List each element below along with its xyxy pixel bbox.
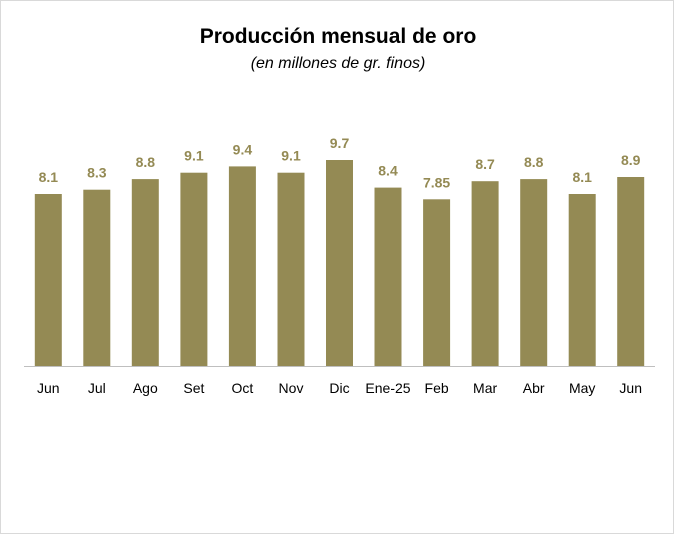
bar-1 xyxy=(83,189,111,366)
bar-4 xyxy=(228,166,256,366)
value-label-10: 8.8 xyxy=(524,154,544,170)
category-label-5: Nov xyxy=(279,380,304,396)
category-label-8: Feb xyxy=(425,380,449,396)
value-label-5: 9.1 xyxy=(281,148,301,164)
value-label-0: 8.1 xyxy=(39,169,59,185)
value-label-2: 8.8 xyxy=(136,154,156,170)
bars-group xyxy=(34,160,645,366)
labels-group: 8.1 Jun 8.3 Jul 8.8 Ago 9.1 Set 9.4 Oct 9.1 Nov 9.7 D… xyxy=(37,135,642,396)
value-label-4: 9.4 xyxy=(233,141,253,157)
value-label-6: 9.7 xyxy=(330,135,350,151)
category-label-9: Mar xyxy=(473,380,497,396)
chart-title: Producción mensual de oro xyxy=(199,25,477,48)
bar-7 xyxy=(374,187,402,366)
bar-3 xyxy=(180,172,208,366)
category-label-3: Set xyxy=(183,380,204,396)
category-label-2: Ago xyxy=(133,380,158,396)
value-label-3: 9.1 xyxy=(184,148,204,164)
category-label-0: Jun xyxy=(37,380,60,396)
category-label-11: May xyxy=(569,380,595,396)
bar-0 xyxy=(34,194,62,366)
bar-9 xyxy=(471,181,499,366)
value-label-12: 8.9 xyxy=(621,152,641,168)
bar-12 xyxy=(617,177,645,366)
category-label-1: Jul xyxy=(88,380,106,396)
value-label-1: 8.3 xyxy=(87,165,107,181)
bar-10 xyxy=(520,179,548,366)
value-label-9: 8.7 xyxy=(475,156,495,172)
value-label-8: 7.85 xyxy=(423,174,450,190)
category-label-4: Oct xyxy=(232,380,254,396)
bar-6 xyxy=(326,160,353,366)
category-label-6: Dic xyxy=(329,380,349,396)
value-label-11: 8.1 xyxy=(572,169,592,185)
bar-2 xyxy=(131,179,159,366)
category-label-7: Ene-25 xyxy=(365,380,410,396)
category-label-10: Abr xyxy=(523,380,545,396)
bar-11 xyxy=(568,194,596,366)
chart-subtitle: (en millones de gr. finos) xyxy=(250,55,426,72)
value-label-7: 8.4 xyxy=(378,163,398,179)
bar-5 xyxy=(277,172,305,366)
bar-8 xyxy=(423,199,451,366)
category-label-12: Jun xyxy=(619,380,642,396)
